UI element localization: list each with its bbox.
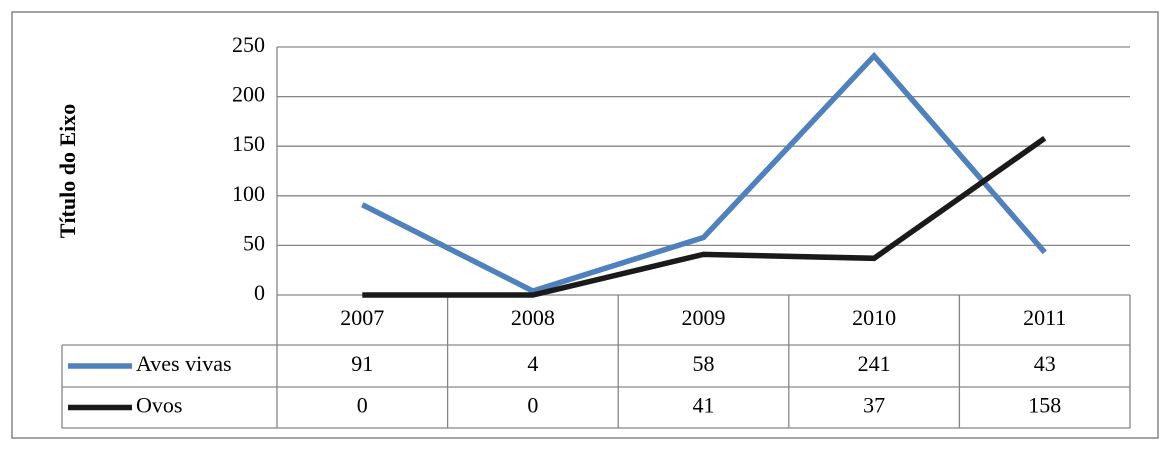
table-value: 37	[863, 393, 885, 418]
x-tick-label: 2010	[852, 305, 896, 330]
y-tick-label: 150	[232, 131, 265, 156]
y-tick-label: 200	[232, 82, 265, 107]
table-value: 0	[527, 393, 538, 418]
table-value: 43	[1034, 351, 1056, 376]
y-axis-title: Título do Eixo	[55, 104, 80, 238]
x-tick-label: 2008	[511, 305, 555, 330]
x-tick-label: 2011	[1023, 305, 1066, 330]
x-tick-label: 2009	[682, 305, 726, 330]
y-tick-label: 250	[232, 32, 265, 57]
legend-label: Ovos	[136, 393, 182, 418]
table-value: 241	[858, 351, 891, 376]
x-tick-label: 2007	[340, 305, 384, 330]
series-line	[362, 136, 1047, 298]
table-value: 41	[693, 393, 715, 418]
y-tick-label: 100	[232, 181, 265, 206]
table-value: 4	[527, 351, 538, 376]
legend-label: Aves vivas	[136, 351, 232, 376]
table-value: 158	[1028, 393, 1061, 418]
table-value: 58	[693, 351, 715, 376]
y-tick-label: 50	[243, 230, 265, 255]
table-value: 0	[357, 393, 368, 418]
chart-border	[11, 11, 1159, 439]
series-line	[361, 51, 1047, 294]
table-value: 91	[351, 351, 373, 376]
y-tick-label: 0	[254, 280, 265, 305]
